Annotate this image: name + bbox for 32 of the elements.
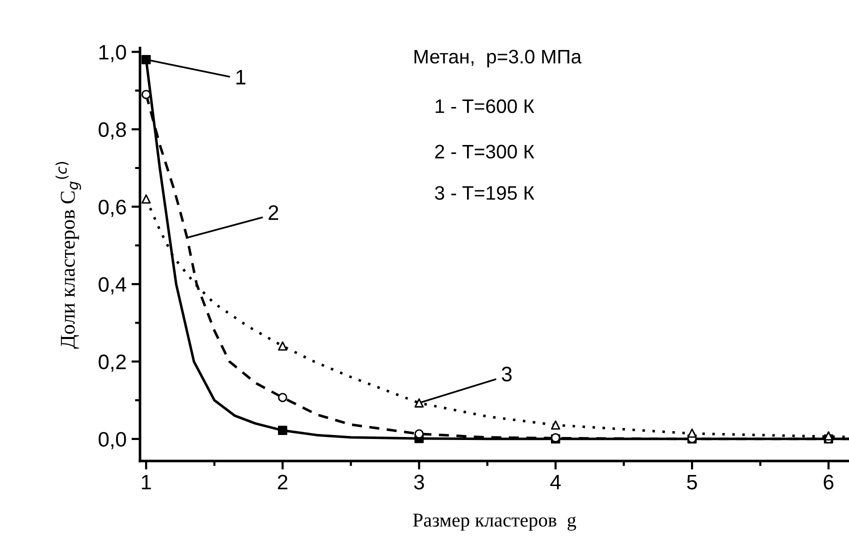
point: [142, 90, 151, 100]
x-tick-label: 3: [414, 474, 424, 490]
y-tick-label: 0,0: [98, 432, 126, 450]
x-axis-title: Размер кластеров g: [413, 514, 576, 531]
y-tick-label: 1,0: [99, 44, 126, 62]
x-tick-label: 5: [687, 474, 697, 490]
annotation: 2 - T=300 К: [435, 144, 534, 159]
point: [142, 54, 151, 64]
y-tick-label: 0,4: [98, 277, 126, 294]
point: [142, 194, 151, 204]
x-tick-label: 4: [550, 474, 561, 490]
y-tick-label: 0,2: [98, 354, 126, 372]
annotation: 3: [502, 366, 512, 382]
y-tick-label: 0,6: [98, 200, 126, 217]
point: [550, 420, 560, 430]
y-tick-label: 0,8: [98, 122, 126, 140]
point: [278, 392, 288, 402]
point: [414, 429, 424, 439]
annotation: 2: [268, 205, 278, 220]
point: [278, 341, 288, 351]
x-tick-label: 2: [278, 474, 288, 490]
annotation: 3 - T=195 К: [434, 186, 534, 200]
point: [278, 426, 288, 436]
point: [414, 398, 424, 408]
annotation: 1: [236, 70, 246, 84]
x-tick-label: 6: [824, 474, 834, 490]
point: [687, 428, 697, 438]
y-axis-title: Доли кластеров C$_{g}$$^{(c)}$: [56, 162, 82, 349]
x-tick-label: 1: [142, 474, 151, 490]
point: [824, 431, 834, 440]
annotation: Метан, p=3.0 МПа: [414, 50, 582, 68]
annotation: 1 - T=600 К: [436, 99, 534, 114]
